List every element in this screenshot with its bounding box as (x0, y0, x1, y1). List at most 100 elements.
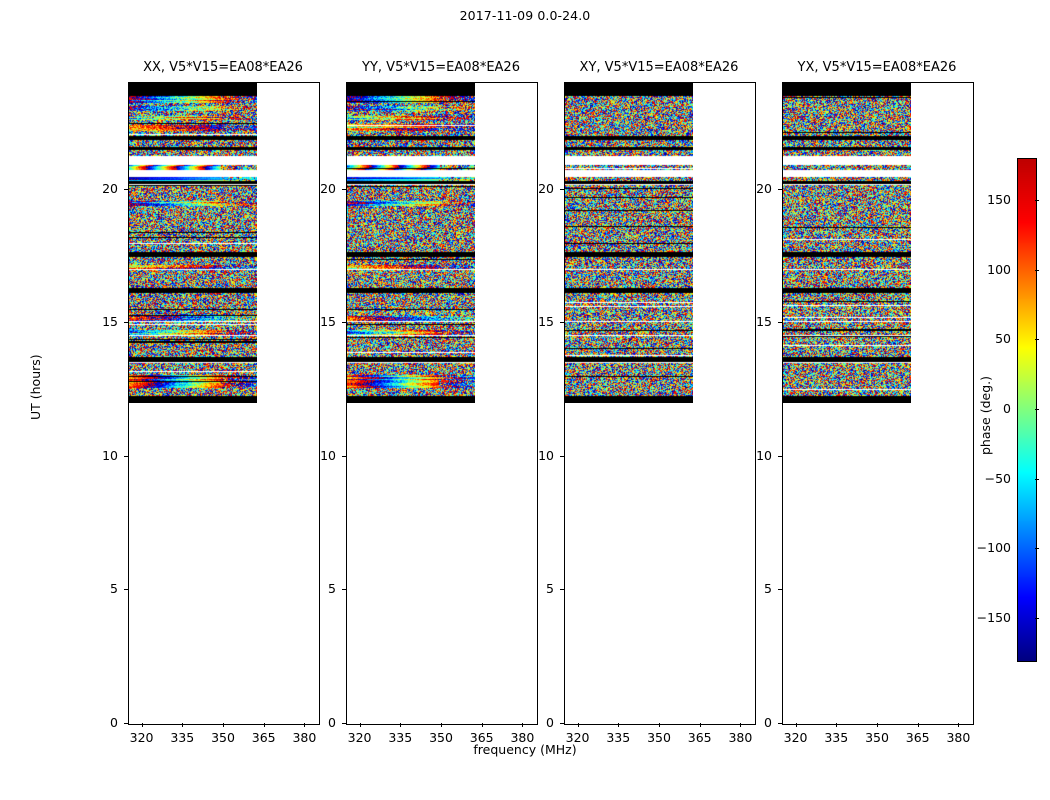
y-tick-label: 15 (102, 314, 118, 330)
y-tick-mark (778, 589, 782, 591)
y-tick-label: 15 (538, 314, 554, 330)
waterfall-panel-xy[interactable] (564, 82, 756, 725)
x-tick-label: 335 (824, 730, 849, 745)
y-tick-mark (342, 589, 346, 591)
colorbar-tick-label: 150 (987, 191, 1011, 207)
x-axis-label: frequency (MHz) (473, 742, 577, 757)
x-tick-mark (304, 723, 306, 727)
y-tick-mark (560, 322, 564, 324)
x-tick-label: 320 (129, 730, 154, 745)
x-tick-label: 335 (388, 730, 413, 745)
x-tick-label: 350 (211, 730, 235, 745)
y-tick-mark (124, 723, 128, 724)
x-tick-mark (877, 723, 878, 727)
x-tick-mark (522, 723, 524, 727)
waterfall-panel-xx[interactable] (128, 82, 320, 725)
x-tick-label: 320 (565, 730, 590, 745)
x-tick-mark (836, 723, 838, 727)
y-tick-label: 10 (102, 447, 118, 463)
y-tick-label: 20 (756, 180, 772, 196)
colorbar[interactable] (1017, 158, 1037, 662)
waterfall-image-yx (783, 83, 911, 403)
y-tick-label: 5 (764, 581, 772, 597)
y-tick-mark (778, 188, 782, 190)
x-tick-mark (699, 723, 701, 727)
figure-suptitle: 2017-11-09 0.0-24.0 (459, 8, 591, 23)
colorbar-tick-label: −50 (984, 470, 1011, 486)
x-tick-mark (223, 723, 224, 727)
y-tick-label: 20 (102, 180, 118, 196)
x-tick-label: 365 (251, 730, 276, 745)
y-tick-mark (342, 322, 346, 324)
y-tick-label: 5 (546, 581, 554, 597)
y-tick-label: 20 (320, 180, 336, 196)
x-tick-label: 365 (469, 730, 494, 745)
y-tick-label: 5 (328, 581, 336, 597)
y-tick-mark (560, 723, 564, 724)
panel-title-yx: YX, V5*V15=EA08*EA26 (797, 60, 957, 75)
y-tick-mark (124, 322, 128, 324)
y-tick-label: 0 (764, 715, 772, 730)
y-tick-mark (342, 723, 346, 724)
colorbar-gradient (1018, 159, 1036, 661)
y-tick-mark (124, 188, 128, 190)
colorbar-tick-mark (1035, 478, 1039, 480)
x-tick-mark (577, 723, 579, 727)
x-tick-mark (740, 723, 742, 727)
x-tick-label: 380 (292, 730, 317, 745)
colorbar-label: phase (deg.) (978, 376, 993, 455)
y-tick-label: 0 (328, 715, 336, 730)
panel-title-yy: YY, V5*V15=EA08*EA26 (362, 60, 520, 75)
y-tick-mark (778, 322, 782, 324)
y-tick-label: 15 (320, 314, 336, 330)
colorbar-tick-label: 0 (1003, 401, 1011, 416)
y-tick-label: 20 (538, 180, 554, 196)
colorbar-tick-mark (1035, 618, 1039, 620)
waterfall-panel-yy[interactable] (346, 82, 538, 725)
x-tick-mark (141, 723, 143, 727)
x-tick-mark (958, 723, 960, 727)
x-tick-label: 365 (687, 730, 712, 745)
y-tick-label: 10 (538, 447, 554, 463)
x-tick-mark (659, 723, 660, 727)
x-tick-label: 350 (647, 730, 671, 745)
colorbar-tick-mark (1035, 199, 1039, 201)
colorbar-tick-mark (1035, 548, 1039, 550)
waterfall-image-yy (347, 83, 475, 403)
x-tick-mark (795, 723, 797, 727)
x-tick-mark (441, 723, 442, 727)
x-tick-label: 350 (865, 730, 889, 745)
x-tick-mark (263, 723, 265, 727)
waterfall-panel-yx[interactable] (782, 82, 974, 725)
panel-title-xx: XX, V5*V15=EA08*EA26 (143, 60, 303, 75)
x-tick-label: 365 (905, 730, 930, 745)
y-tick-label: 10 (320, 447, 336, 463)
colorbar-tick-mark (1035, 339, 1039, 341)
colorbar-tick-label: 50 (995, 331, 1011, 347)
x-tick-label: 320 (347, 730, 372, 745)
y-tick-mark (778, 455, 782, 457)
x-tick-label: 350 (429, 730, 453, 745)
y-tick-label: 10 (756, 447, 772, 463)
x-tick-mark (481, 723, 483, 727)
x-tick-label: 380 (728, 730, 753, 745)
y-tick-mark (124, 455, 128, 457)
x-tick-mark (400, 723, 402, 727)
x-tick-label: 335 (170, 730, 195, 745)
y-tick-mark (560, 589, 564, 591)
panel-title-xy: XY, V5*V15=EA08*EA26 (579, 60, 739, 75)
y-tick-label: 0 (110, 715, 118, 730)
y-tick-label: 5 (110, 581, 118, 597)
y-tick-label: 15 (756, 314, 772, 330)
x-tick-mark (618, 723, 620, 727)
x-tick-label: 380 (510, 730, 535, 745)
x-tick-mark (917, 723, 919, 727)
y-tick-mark (342, 188, 346, 190)
y-tick-mark (560, 455, 564, 457)
x-tick-mark (359, 723, 361, 727)
colorbar-tick-label: −100 (976, 540, 1011, 556)
colorbar-tick-mark (1035, 269, 1039, 271)
x-tick-label: 335 (606, 730, 631, 745)
y-axis-label: UT (hours) (28, 354, 43, 420)
